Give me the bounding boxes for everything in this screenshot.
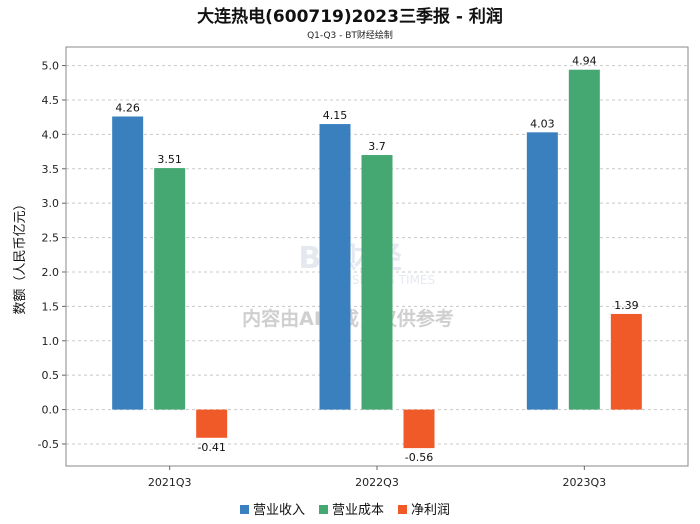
legend-label: 净利润: [411, 503, 450, 518]
y-tick-label: 2.5: [42, 232, 60, 245]
legend-swatch: [319, 505, 328, 514]
data-label: -0.56: [405, 451, 433, 464]
data-label: 1.39: [614, 299, 639, 312]
data-label: 3.51: [157, 153, 182, 166]
data-label: -0.41: [197, 441, 225, 454]
y-tick-label: 1.0: [42, 335, 60, 348]
chart-subtitle: Q1-Q3 - BT财经绘制: [307, 29, 393, 41]
y-tick-label: 0.5: [42, 369, 60, 382]
y-tick-label: 4.0: [42, 128, 60, 141]
bar: [112, 116, 144, 410]
legend: 营业收入 营业成本 净利润: [240, 503, 450, 518]
y-tick-label: 3.5: [42, 163, 60, 176]
data-label: 4.15: [323, 109, 348, 122]
bar: [196, 409, 228, 438]
legend-swatch: [398, 505, 407, 514]
y-tick-label: 5.0: [42, 60, 60, 73]
bar: [610, 313, 642, 410]
data-label: 4.94: [572, 55, 597, 68]
bar: [526, 132, 558, 410]
x-tick-label: 2022Q3: [355, 476, 399, 489]
bars: 4.26 3.51 -0.41 4.15 3.7 -0.56 4.03 4.94 1.39: [112, 55, 642, 464]
x-tick-label: 2021Q3: [148, 476, 192, 489]
y-tick-label: 0.0: [42, 404, 60, 417]
bar: [319, 124, 351, 410]
y-tick-label: 1.5: [42, 300, 60, 313]
bar: [568, 69, 600, 410]
y-tick-label: -0.5: [38, 438, 59, 451]
y-tick-label: 2.0: [42, 266, 60, 279]
legend-label: 营业成本: [332, 503, 384, 518]
chart-title: 大连热电(600719)2023三季报 - 利润: [197, 6, 503, 27]
bar: [361, 155, 393, 410]
data-label: 4.26: [115, 101, 140, 114]
legend-label: 营业收入: [253, 503, 305, 518]
legend-swatch: [240, 505, 249, 514]
axes: -0.5 0.0 0.5 1.0 1.5 2.0 2.5 3.0 3.5 4.0 4.5 5.0 202…: [38, 46, 689, 489]
data-label: 3.7: [368, 140, 386, 153]
x-tick-label: 2023Q3: [563, 476, 607, 489]
data-label: 4.03: [530, 117, 555, 130]
y-tick-label: 4.5: [42, 94, 60, 107]
y-axis-label: 数额（人民币亿元）: [13, 197, 28, 314]
bar: [403, 409, 435, 449]
bar: [154, 168, 186, 410]
y-tick-label: 3.0: [42, 197, 60, 210]
